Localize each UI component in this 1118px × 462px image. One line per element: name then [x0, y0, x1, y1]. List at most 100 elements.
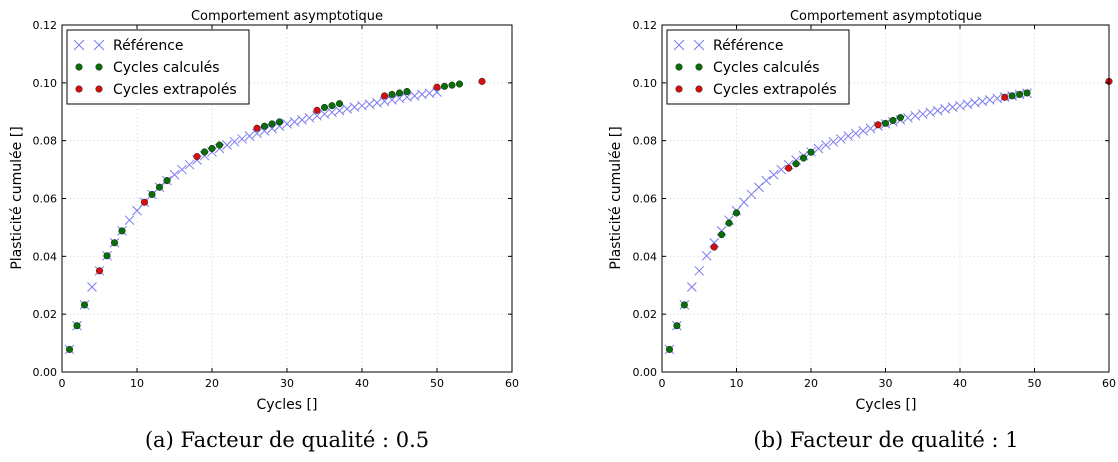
- reference-point: [124, 215, 135, 226]
- computed-cycle-point: [792, 160, 800, 168]
- computed-cycle-point: [163, 177, 171, 185]
- chart-title: Comportement asymptotique: [790, 9, 982, 24]
- reference-point: [304, 112, 315, 123]
- x-tick-label: 30: [280, 377, 294, 390]
- data-layer: [64, 77, 486, 355]
- chart-b: Comportement asymptotique 0 10 20 30 40 50 600…: [608, 9, 1116, 452]
- legend-marker-computed: [675, 63, 683, 71]
- extrapolated-cycle-point: [874, 121, 882, 129]
- computed-cycle-point: [261, 122, 269, 130]
- reference-point: [925, 107, 936, 118]
- reference-point: [282, 119, 292, 129]
- computed-cycle-point: [80, 301, 88, 309]
- reference-point: [940, 104, 950, 114]
- computed-cycle-point: [725, 219, 733, 227]
- computed-cycle-point: [268, 120, 276, 128]
- computed-cycle-point: [110, 239, 118, 247]
- legend-label: Cycles extrapolés: [713, 82, 837, 98]
- extrapolated-cycle-point: [433, 83, 441, 91]
- computed-cycle-point: [680, 301, 688, 309]
- computed-cycle-point: [889, 116, 897, 124]
- x-tick-label: 60: [505, 377, 519, 390]
- reference-point: [312, 110, 322, 121]
- reference-point: [761, 175, 772, 186]
- legend: Référence Cycles calculés Cycles extrapolé…: [66, 29, 250, 105]
- reference-point: [753, 182, 764, 193]
- x-tick-label: 0: [59, 377, 66, 390]
- legend-marker-extrapolated: [695, 85, 703, 93]
- axis-ticks: 0 10 20 30 40 50 60 0.00 0.02 0.04 0.06 0.08 0.10 0.1…: [33, 19, 520, 390]
- x-tick-label: 50: [1028, 377, 1042, 390]
- grid: [62, 25, 512, 372]
- reference-point: [776, 164, 787, 175]
- computed-cycle-point: [403, 88, 411, 96]
- reference-point: [917, 109, 928, 119]
- extrapolated-cycle-point: [140, 198, 148, 206]
- computed-cycle-point: [665, 345, 673, 353]
- y-tick-label: 0.06: [633, 193, 658, 206]
- x-tick-label: 0: [659, 377, 666, 390]
- y-tick-label: 0.10: [633, 77, 658, 90]
- reference-point: [694, 265, 705, 276]
- grid: [662, 25, 1109, 372]
- x-tick-label: 10: [130, 377, 144, 390]
- reference-point: [342, 104, 352, 114]
- y-axis-label: Plasticité cumulée []: [608, 126, 624, 269]
- computed-cycle-point: [215, 141, 223, 149]
- reference-point: [222, 140, 232, 150]
- reference-point: [910, 110, 921, 121]
- computed-cycle-point: [73, 322, 81, 330]
- reference-point: [244, 131, 255, 141]
- legend-marker-computed: [75, 63, 83, 71]
- extrapolated-cycle-point: [253, 124, 261, 132]
- legend-marker-reference: [73, 39, 85, 51]
- reference-point: [813, 143, 824, 154]
- computed-cycle-point: [718, 231, 726, 239]
- reference-point: [297, 114, 307, 125]
- computed-cycle-point: [65, 345, 73, 353]
- reference-point: [252, 128, 262, 139]
- chart-title: Comportement asymptotique: [191, 9, 383, 24]
- reference-point: [169, 169, 180, 180]
- x-tick-label: 40: [355, 377, 369, 390]
- extrapolated-cycle-point: [710, 243, 718, 251]
- legend: Référence Cycles calculés Cycles extrapolé…: [666, 29, 850, 105]
- y-tick-label: 0.10: [33, 77, 58, 90]
- computed-cycle-point: [336, 100, 344, 108]
- extrapolated-cycle-point: [478, 77, 486, 85]
- computed-cycle-point: [328, 102, 336, 110]
- legend-marker-extrapolated: [75, 85, 83, 93]
- reference-point: [835, 134, 846, 144]
- extrapolated-cycle-point: [785, 164, 793, 172]
- computed-cycle-point: [103, 252, 111, 260]
- computed-cycle-point: [807, 148, 815, 156]
- computed-cycle-point: [1016, 90, 1024, 98]
- legend-marker-computed: [695, 63, 703, 71]
- legend-marker-extrapolated: [675, 85, 683, 93]
- y-tick-label: 0.08: [633, 135, 658, 148]
- y-tick-label: 0.04: [633, 250, 658, 263]
- computed-cycle-point: [396, 89, 404, 97]
- computed-cycle-point: [118, 227, 126, 235]
- extrapolated-cycle-point: [1001, 93, 1009, 101]
- computed-cycle-point: [1023, 89, 1031, 97]
- reference-point: [858, 125, 869, 136]
- legend-marker-reference: [673, 39, 685, 51]
- legend-marker-reference: [693, 39, 705, 51]
- computed-cycle-point: [673, 322, 681, 330]
- y-tick-label: 0.00: [33, 366, 58, 379]
- x-tick-label: 30: [879, 377, 893, 390]
- reference-point: [843, 131, 854, 141]
- y-tick-label: 0.02: [33, 308, 58, 321]
- reference-point: [768, 169, 779, 180]
- extrapolated-cycle-point: [313, 106, 321, 114]
- computed-cycle-point: [896, 114, 904, 122]
- legend-label: Cycles calculés: [713, 60, 820, 76]
- computed-cycle-point: [800, 154, 808, 162]
- extrapolated-cycle-point: [193, 153, 201, 161]
- x-tick-label: 50: [430, 377, 444, 390]
- reference-point: [902, 112, 913, 123]
- y-tick-label: 0.12: [33, 19, 58, 32]
- computed-cycle-point: [1008, 92, 1016, 100]
- reference-point: [319, 109, 330, 119]
